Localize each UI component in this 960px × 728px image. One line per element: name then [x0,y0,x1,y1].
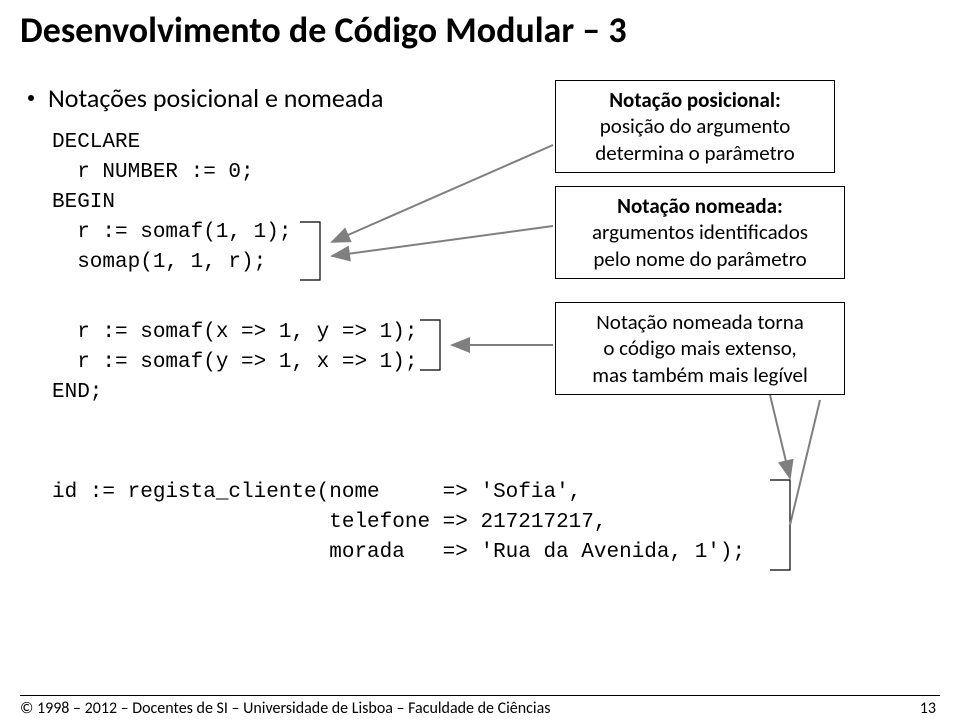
callout-named: Notação nomeada: argumentos identificado… [555,186,845,279]
code-line: r := somaf(y => 1, x => 1); [52,351,417,374]
callout-line: mas também mais legível [566,362,834,388]
footer-text: © 1998 – 2012 – Docentes de SI – Univers… [20,699,551,718]
callout-line: Notação nomeada torna [566,309,834,335]
callout-positional: Notação posicional: posição do argumento… [555,80,835,173]
bracket-icon [300,222,320,280]
callout-line: argumentos identificados [566,219,834,245]
code-line: r := somaf(1, 1); [52,221,291,244]
code-line: r := somaf(x => 1, y => 1); [52,321,417,344]
code-line: END; [52,381,102,404]
code-line: DECLARE [52,131,140,154]
arrow-icon [332,226,553,256]
bracket-icon [770,480,790,570]
arrow-icon [770,395,790,478]
code-line: morada => 'Rua da Avenida, 1'); [52,541,745,564]
callout-line: determina o parâmetro [566,140,824,166]
footer-divider [20,695,940,696]
callout-title: Notação posicional: [566,87,824,113]
callout-line: pelo nome do parâmetro [566,246,834,272]
callout-line: posição do argumento [566,113,824,139]
arrow-icon [792,400,820,525]
callout-title: Notação nomeada: [566,193,834,219]
code-line: telefone => 217217217, [52,511,607,534]
code-line: r NUMBER := 0; [52,161,254,184]
bullet-text: Notações posicional e nomeada [48,82,383,114]
callout-line: o código mais extenso, [566,335,834,361]
arrow-icon [332,145,553,242]
page-title: Desenvolvimento de Código Modular – 3 [20,8,627,52]
code-line: BEGIN [52,191,115,214]
code-line: id := regista_cliente(nome => 'Sofia', [52,481,581,504]
callout-verbose: Notação nomeada torna o código mais exte… [555,302,845,395]
bullet-dot-icon [28,95,34,101]
code-block-2: r := somaf(x => 1, y => 1); r := somaf(y… [52,318,417,408]
arrow-icon [790,400,820,525]
code-block-3: id := regista_cliente(nome => 'Sofia', t… [52,478,745,568]
code-line: somap(1, 1, r); [52,251,266,274]
page-number: 13 [920,699,936,718]
code-block-1: DECLARE r NUMBER := 0; BEGIN r := somaf(… [52,128,291,278]
bullet-main: Notações posicional e nomeada [28,82,383,114]
bracket-icon [420,320,440,370]
